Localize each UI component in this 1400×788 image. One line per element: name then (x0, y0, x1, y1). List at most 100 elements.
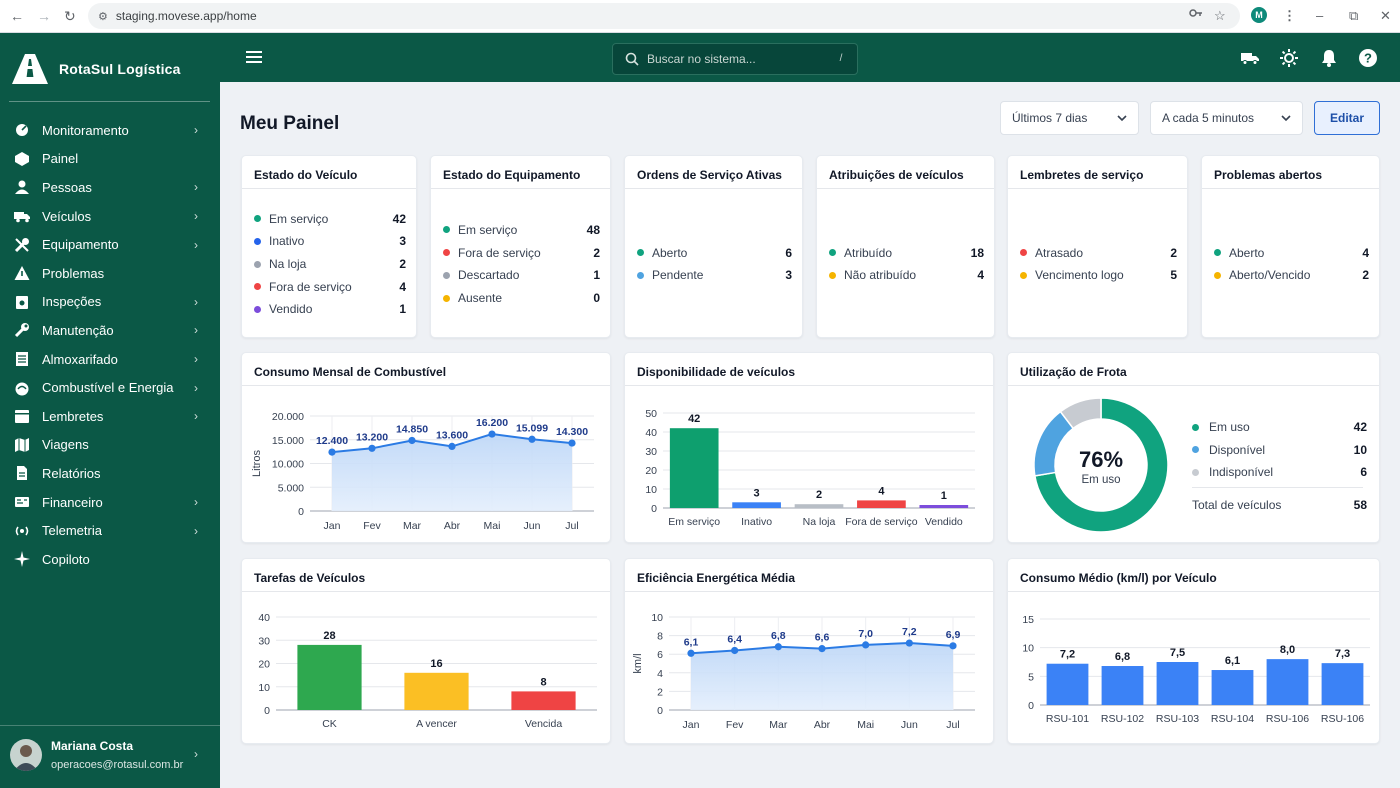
status-row[interactable]: Vendido 1 (254, 301, 406, 317)
status-row[interactable]: Aberto 6 (637, 245, 792, 261)
bar[interactable] (1156, 662, 1199, 705)
bar[interactable] (669, 428, 719, 508)
minimize-icon[interactable]: – (1316, 8, 1324, 23)
bar[interactable] (404, 672, 469, 710)
brand[interactable]: RotaSul Logística (10, 53, 181, 85)
menu-toggle-icon[interactable] (246, 51, 262, 65)
data-point[interactable] (408, 436, 416, 445)
status-row[interactable]: Descartado 1 (443, 267, 600, 283)
period-select[interactable]: Últimos 7 dias (1000, 101, 1139, 135)
status-row[interactable]: Inativo 3 (254, 233, 406, 249)
bar[interactable] (511, 691, 576, 710)
data-point[interactable] (488, 430, 496, 438)
bar[interactable] (297, 644, 362, 710)
bar[interactable] (1101, 666, 1144, 705)
help-icon[interactable]: ? (1358, 48, 1378, 68)
bar[interactable] (732, 502, 781, 508)
bar[interactable] (919, 505, 969, 508)
legend-item[interactable]: Indisponível 6 (1192, 464, 1367, 480)
sidebar-item-monitoramento[interactable]: Monitoramento › (0, 116, 220, 145)
status-card[interactable]: Estado do Equipamento Em serviço 48 Fora de… (430, 155, 611, 338)
sidebar-item-combustivel-e-energia[interactable]: Combustível e Energia › (0, 373, 220, 402)
sidebar-item-inspecoes[interactable]: Inspeções › (0, 288, 220, 317)
data-point[interactable] (862, 641, 870, 649)
sidebar-item-telemetria[interactable]: Telemetria › (0, 516, 220, 545)
sidebar-item-equipamento[interactable]: Equipamento › (0, 230, 220, 259)
sidebar-item-almoxarifado[interactable]: Almoxarifado › (0, 345, 220, 374)
sidebar-item-copiloto[interactable]: Copiloto (0, 545, 220, 574)
status-row[interactable]: Em serviço 42 (254, 211, 406, 227)
status-card[interactable]: Ordens de Serviço Ativas Aberto 6 Pendente 3 (624, 155, 803, 338)
status-row[interactable]: Pendente 3 (637, 267, 792, 283)
data-point[interactable] (818, 645, 826, 653)
browser-menu-icon[interactable]: ⋮ (1283, 8, 1296, 23)
truck-icon[interactable] (1240, 48, 1260, 68)
legend-item[interactable]: Disponível 10 (1192, 442, 1367, 458)
close-icon[interactable]: ✕ (1380, 8, 1391, 23)
status-row[interactable]: Vencimento logo 5 (1020, 267, 1177, 283)
data-point[interactable] (328, 448, 336, 456)
status-card[interactable]: Lembretes de serviço Atrasado 2 Vencimento … (1007, 155, 1188, 338)
status-card[interactable]: Atribuições de veículos Atribuído 18 Não at… (816, 155, 995, 338)
status-row[interactable]: Atribuído 18 (829, 245, 984, 261)
data-point[interactable] (774, 643, 782, 651)
status-row[interactable]: Ausente 0 (443, 290, 600, 306)
legend-item[interactable]: Em uso 42 (1192, 419, 1367, 435)
data-point[interactable] (448, 442, 456, 450)
sidebar-item-pessoas[interactable]: Pessoas › (0, 173, 220, 202)
sidebar-item-viagens[interactable]: Viagens (0, 431, 220, 460)
password-key-icon[interactable] (1189, 6, 1203, 26)
status-row[interactable]: Não atribuído 4 (829, 267, 984, 283)
bar[interactable] (1046, 663, 1089, 705)
site-settings-icon[interactable]: ⚙ (98, 10, 108, 23)
y-tick-label: 40 (258, 612, 270, 624)
card-title: Ordens de Serviço Ativas (637, 168, 782, 182)
bar[interactable] (1266, 659, 1309, 705)
user-profile[interactable]: Mariana Costa operacoes@rotasul.com.br › (10, 739, 198, 771)
address-bar[interactable]: ⚙ staging.movese.app/home (88, 3, 1240, 29)
theme-sun-icon[interactable] (1279, 48, 1299, 68)
bookmark-star-icon[interactable]: ☆ (1214, 8, 1226, 23)
status-row[interactable]: Fora de serviço 2 (443, 245, 600, 261)
status-row[interactable]: Aberto/Vencido 2 (1214, 267, 1369, 283)
status-row[interactable]: Atrasado 2 (1020, 245, 1177, 261)
sidebar-item-relatorios[interactable]: Relatórios (0, 459, 220, 488)
status-row[interactable]: Fora de serviço 4 (254, 279, 406, 295)
sidebar-item-lembretes[interactable]: Lembretes › (0, 402, 220, 431)
bar[interactable] (1211, 670, 1254, 705)
status-card[interactable]: Estado do Veículo Em serviço 42 Inativo 3 Na … (241, 155, 417, 338)
bar[interactable] (794, 504, 844, 508)
back-arrow-icon[interactable]: ← (10, 8, 24, 24)
bar[interactable] (857, 500, 906, 508)
restore-icon[interactable]: ⧉ (1349, 8, 1359, 23)
x-tick-label: RSU-106 (1266, 713, 1309, 725)
sidebar-item-problemas[interactable]: Problemas (0, 259, 220, 288)
profile-avatar[interactable]: M (1251, 7, 1267, 23)
status-card[interactable]: Problemas abertos Aberto 4 Aberto/Vencido 2 (1201, 155, 1380, 338)
status-row[interactable]: Em serviço 48 (443, 222, 600, 238)
sidebar-item-financeiro[interactable]: Financeiro › (0, 488, 220, 517)
data-point[interactable] (949, 642, 957, 650)
data-point[interactable] (731, 646, 739, 655)
data-point[interactable] (528, 435, 536, 443)
status-row[interactable]: Na loja 2 (254, 256, 406, 272)
chevron-right-icon[interactable]: › (194, 747, 198, 761)
status-row[interactable]: Aberto 4 (1214, 245, 1369, 261)
edit-dashboard-button[interactable]: Editar (1314, 101, 1380, 135)
pie-slice[interactable] (1034, 397, 1169, 533)
data-point[interactable] (568, 439, 576, 447)
data-point[interactable] (905, 639, 913, 647)
search-input[interactable]: Buscar no sistema... / (612, 43, 858, 75)
refresh-interval-select[interactable]: A cada 5 minutos (1150, 101, 1303, 135)
sidebar-item-manutencao[interactable]: Manutenção › (0, 316, 220, 345)
bar[interactable] (1321, 663, 1364, 705)
period-select-value: Últimos 7 dias (1012, 111, 1088, 125)
pie-slice[interactable] (1059, 397, 1102, 430)
forward-arrow-icon[interactable]: → (37, 8, 51, 24)
reload-icon[interactable]: ↻ (64, 8, 76, 24)
sidebar-item-painel[interactable]: Painel (0, 145, 220, 174)
sidebar-item-veiculos[interactable]: Veículos › (0, 202, 220, 231)
data-point[interactable] (687, 649, 695, 657)
data-point[interactable] (368, 444, 376, 452)
notification-bell-icon[interactable] (1319, 48, 1339, 68)
